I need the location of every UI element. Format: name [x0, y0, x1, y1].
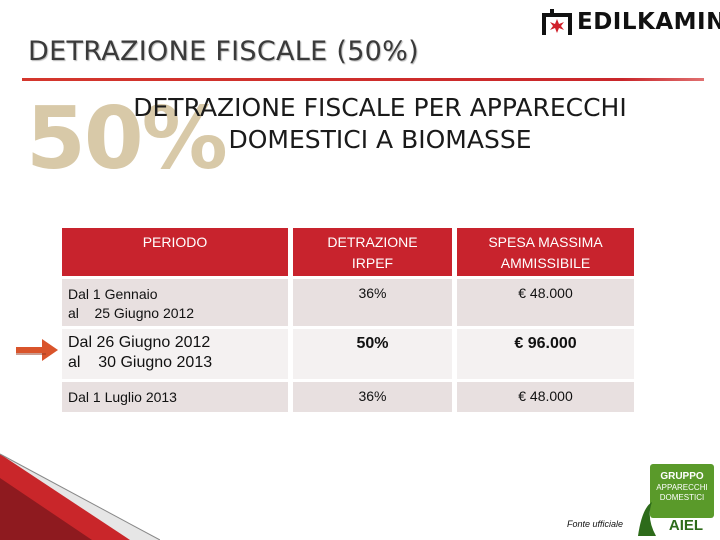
period-line-1: Dal 26 Giugno 2012 — [68, 334, 211, 351]
cell-period: Dal 1 Gennaio al 25 Giugno 2012 — [62, 279, 288, 326]
cell-period: Dal 26 Giugno 2012 al 30 Giugno 2013 — [62, 329, 288, 379]
column-header-irpef-text: DETRAZIONE IRPEF — [327, 234, 418, 271]
aiel-logo: GRUPPO APPARECCHI DOMESTICI AIEL — [638, 464, 714, 536]
heading-line-1: DETRAZIONE FISCALE PER APPARECCHI — [133, 93, 627, 122]
section-heading: DETRAZIONE FISCALE PER APPARECCHI DOMEST… — [120, 92, 640, 156]
cell-irpef: 50% — [293, 329, 452, 379]
table-row: Dal 1 Luglio 2013 36% € 48.000 — [62, 382, 634, 412]
aiel-line-4: AIEL — [669, 517, 703, 534]
cell-period: Dal 1 Luglio 2013 — [62, 382, 288, 412]
column-header-irpef: DETRAZIONE IRPEF — [293, 228, 452, 276]
table-header-row: PERIODO DETRAZIONE IRPEF SPESA MASSIMA A… — [62, 228, 634, 276]
logo-text: EDILKAMIN — [577, 9, 720, 35]
cell-spesa: € 48.000 — [457, 382, 634, 412]
aiel-line-1: GRUPPO — [660, 471, 704, 482]
cell-spesa: € 96.000 — [457, 329, 634, 379]
corner-decoration — [0, 453, 160, 540]
cell-irpef: 36% — [293, 382, 452, 412]
slide-title: DETRAZIONE FISCALE (50%) — [28, 36, 419, 67]
table-row: Dal 1 Gennaio al 25 Giugno 2012 36% € 48… — [62, 279, 634, 326]
heading-line-2: DOMESTICI A BIOMASSE — [228, 125, 532, 154]
aiel-line-3: DOMESTICI — [660, 493, 704, 502]
aiel-line-2: APPARECCHI — [656, 483, 707, 492]
column-header-periodo: PERIODO — [62, 228, 288, 276]
cell-irpef: 36% — [293, 279, 452, 326]
period-line-1: Dal 1 Luglio 2013 — [68, 389, 177, 405]
big-percent-watermark: 50% — [26, 89, 228, 189]
table-row-highlighted: Dal 26 Giugno 2012 al 30 Giugno 2013 50%… — [62, 329, 634, 379]
column-header-spesa: SPESA MASSIMA AMMISSIBILE — [457, 228, 634, 276]
edilkamin-logo: EDILKAMIN — [540, 5, 720, 39]
source-note: Fonte ufficiale — [567, 519, 624, 529]
period-line-2: al 30 Giugno 2013 — [68, 354, 213, 371]
period-line-2: al 25 Giugno 2012 — [68, 305, 195, 321]
column-header-spesa-text: SPESA MASSIMA AMMISSIBILE — [488, 234, 603, 271]
edilkamin-mark-icon — [542, 9, 572, 35]
cell-spesa: € 48.000 — [457, 279, 634, 326]
arrow-right-icon — [16, 339, 58, 361]
period-line-1: Dal 1 Gennaio — [68, 286, 158, 302]
title-divider — [22, 78, 704, 81]
